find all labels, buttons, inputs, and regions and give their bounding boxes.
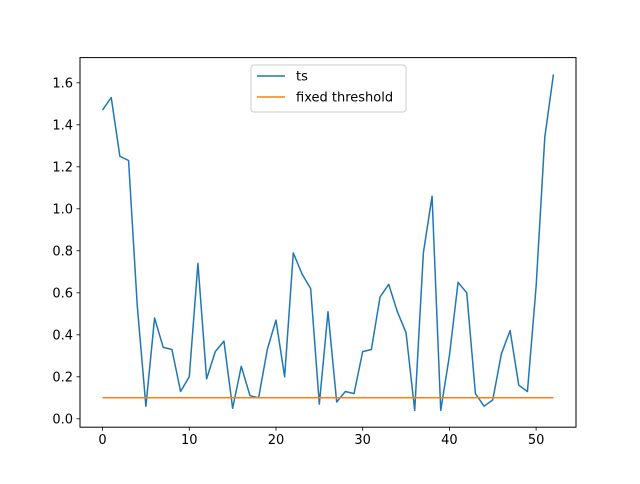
y-tick-label: 1.6 xyxy=(52,76,73,91)
legend-box xyxy=(250,64,407,113)
x-axis: 0 10 20 30 40 50 xyxy=(98,427,544,448)
x-tick-label: 40 xyxy=(441,433,458,448)
axes-frame xyxy=(79,57,577,428)
y-tick-label: 1.4 xyxy=(52,118,73,133)
x-tick-label: 0 xyxy=(98,433,106,448)
x-tick-label: 50 xyxy=(528,433,545,448)
x-tick-label: 10 xyxy=(181,433,198,448)
y-tick-label: 0.2 xyxy=(52,370,73,385)
y-axis: 0.0 0.2 0.4 0.6 0.8 1.0 1.2 1.4 1.6 xyxy=(52,76,80,427)
y-tick-label: 1.2 xyxy=(52,160,73,175)
legend-label: ts xyxy=(296,70,308,85)
legend-label: fixed threshold xyxy=(296,91,393,106)
x-tick-label: 20 xyxy=(268,433,285,448)
plot-lines xyxy=(101,74,555,412)
y-tick-label: 0.4 xyxy=(52,328,73,343)
y-tick-label: 0.8 xyxy=(52,244,73,259)
y-tick-label: 0.6 xyxy=(52,286,73,301)
legend: ts fixed threshold xyxy=(250,64,407,113)
y-tick-label: 1.0 xyxy=(52,202,73,217)
x-tick-label: 30 xyxy=(354,433,371,448)
series-line-0 xyxy=(101,74,555,412)
y-tick-label: 0.0 xyxy=(52,412,73,427)
